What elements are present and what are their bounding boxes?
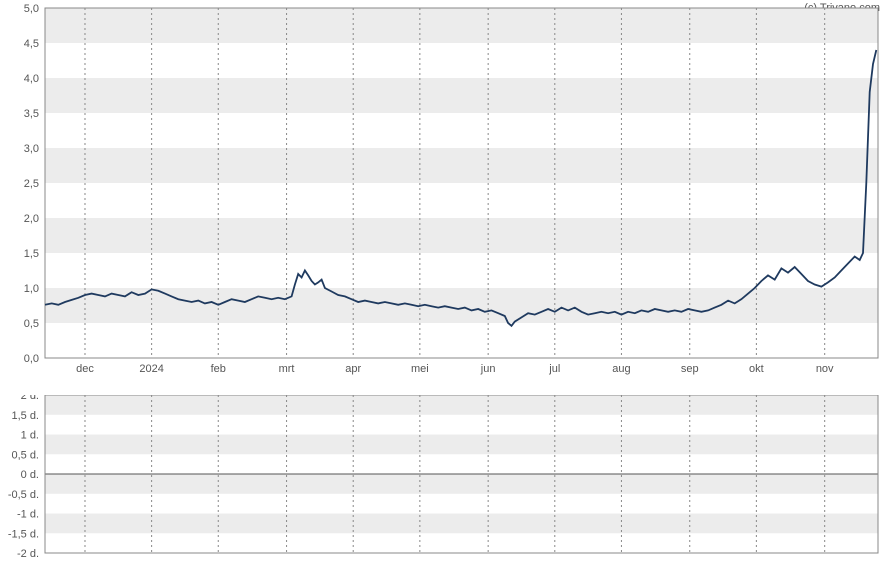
svg-text:1,5 d.: 1,5 d. bbox=[11, 410, 39, 422]
svg-text:0,5 d.: 0,5 d. bbox=[11, 449, 39, 461]
svg-text:2,5: 2,5 bbox=[24, 178, 39, 190]
svg-text:0,0: 0,0 bbox=[24, 353, 39, 365]
volume-chart: -2 d. -1,5 d. -1 d. -0,5 d. 0 d. 0,5 d. 1 d. 1,… bbox=[0, 395, 888, 563]
svg-text:3,5: 3,5 bbox=[24, 108, 39, 120]
svg-text:aug: aug bbox=[612, 363, 630, 375]
svg-text:2,0: 2,0 bbox=[24, 213, 39, 225]
price-chart: 0,0 0,5 1,0 1,5 2,0 2,5 3,0 3,5 4,0 4,5 5,0 dec 2024… bbox=[0, 0, 888, 388]
svg-text:apr: apr bbox=[345, 363, 361, 375]
svg-text:jun: jun bbox=[480, 363, 496, 375]
svg-text:sep: sep bbox=[681, 363, 699, 375]
svg-text:jul: jul bbox=[548, 363, 560, 375]
svg-text:5,0: 5,0 bbox=[24, 3, 39, 15]
svg-text:-0,5 d.: -0,5 d. bbox=[8, 489, 39, 501]
svg-text:dec: dec bbox=[76, 363, 94, 375]
svg-text:2024: 2024 bbox=[139, 363, 163, 375]
svg-text:2 d.: 2 d. bbox=[21, 395, 39, 402]
svg-text:1,0: 1,0 bbox=[24, 283, 39, 295]
svg-text:1 d.: 1 d. bbox=[21, 430, 39, 442]
svg-text:-1,5 d.: -1,5 d. bbox=[8, 528, 39, 540]
svg-text:mei: mei bbox=[411, 363, 429, 375]
svg-text:-1 d.: -1 d. bbox=[17, 509, 39, 521]
svg-text:0,5: 0,5 bbox=[24, 318, 39, 330]
svg-text:0 d.: 0 d. bbox=[21, 469, 39, 481]
svg-text:okt: okt bbox=[749, 363, 764, 375]
svg-text:-2 d.: -2 d. bbox=[17, 548, 39, 560]
svg-text:1,5: 1,5 bbox=[24, 248, 39, 260]
svg-text:nov: nov bbox=[816, 363, 834, 375]
svg-text:4,5: 4,5 bbox=[24, 38, 39, 50]
svg-text:mrt: mrt bbox=[279, 363, 295, 375]
svg-text:feb: feb bbox=[211, 363, 226, 375]
svg-text:4,0: 4,0 bbox=[24, 73, 39, 85]
svg-text:3,0: 3,0 bbox=[24, 143, 39, 155]
